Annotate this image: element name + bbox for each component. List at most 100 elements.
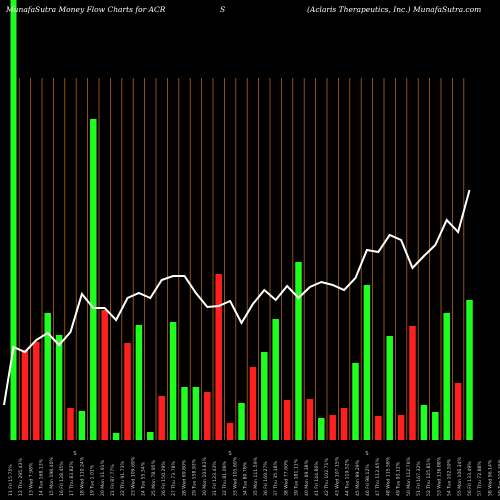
x-tick-label: 32 Thu 81.09% <box>222 460 228 496</box>
bar <box>21 350 29 440</box>
bar <box>55 335 63 440</box>
x-tick-label: 28 Wed 69.80% <box>181 459 187 496</box>
bar <box>192 387 200 440</box>
x-tick-label: 25 Mon 78.95% <box>151 459 157 496</box>
bar <box>44 313 51 440</box>
bar <box>466 300 473 440</box>
x-tick-label: 30 Mon 103.81% <box>202 456 208 496</box>
x-tick-label: 40 Mon 69.38% <box>304 459 310 496</box>
x-tick-label: 29 Tue 158.93% <box>192 458 198 496</box>
session-marker-label: S <box>73 451 76 457</box>
x-tick-label: 58 Wed 96.14% <box>487 459 493 496</box>
x-tick-label: 42 Thu 102.71% <box>324 458 330 496</box>
bar <box>420 405 428 440</box>
x-tick-label: 38 Wed 77.60% <box>283 459 289 496</box>
x-tick-label: 35 Mon 111.59% <box>253 456 259 496</box>
bar <box>204 392 211 440</box>
x-tick-label: 43 Wed 107.15% <box>334 456 340 496</box>
bar <box>352 363 359 440</box>
x-tick-label: 34 Tue 80.78% <box>243 461 249 496</box>
bar <box>295 262 302 440</box>
session-marker-label: S <box>365 451 368 457</box>
x-tick-label: 41 Fri 144.86% <box>314 461 320 496</box>
bar <box>169 322 177 440</box>
bar <box>386 336 393 440</box>
bar <box>363 285 371 440</box>
chart-title-symbol: S <box>220 5 225 14</box>
bar <box>409 326 416 440</box>
bar <box>329 415 336 440</box>
x-tick-label: 24 Tue 55.34% <box>141 461 147 496</box>
bar <box>340 408 348 440</box>
price-line-layer <box>3 189 471 406</box>
x-tick-label: 27 Thu 73.78% <box>171 460 177 496</box>
x-tick-label: 52 Thu 125.81% <box>426 458 432 496</box>
bar <box>135 325 143 440</box>
bar <box>124 343 131 440</box>
bar <box>215 274 222 440</box>
x-tick-label: 46 Fri 98.12% <box>365 464 371 496</box>
x-tick-label: 18 Wed 110.24% <box>79 456 85 496</box>
bar <box>112 433 120 440</box>
x-tick-label: 20 Mon 11.91% <box>100 459 106 496</box>
x-tick-label: 16 Fri 128.45% <box>59 461 65 496</box>
bar <box>158 396 165 440</box>
price-line <box>3 189 471 406</box>
bar <box>67 408 74 440</box>
x-tick-label: 53 Wed 136.88% <box>436 456 442 496</box>
bar <box>78 411 86 440</box>
bar <box>283 400 291 440</box>
x-tick-label: 19 Tue 1.01% <box>90 464 96 496</box>
bar <box>272 319 279 440</box>
x-tick-label: 57 Thu 72.88% <box>477 460 483 496</box>
bar <box>181 387 188 440</box>
x-tick-label: 56 Fri 133.49% <box>467 461 473 496</box>
x-tick-label: 49 Tue 93.12% <box>396 461 402 496</box>
x-tick-label: 22 Thu 91.73% <box>120 460 126 496</box>
x-tick-label: 37 Thu 35.18% <box>273 460 279 496</box>
session-marker-label: S <box>228 451 231 457</box>
chart-title: MunafaSutra Money Flow Charts for ACR <box>5 5 166 14</box>
bar <box>443 313 450 440</box>
x-tick-label: 13 Wed 7.98% <box>28 462 34 496</box>
x-tick-label: 55 Mon 106.34% <box>457 456 463 496</box>
bar <box>10 0 17 440</box>
bar <box>249 367 257 440</box>
x-tick-label: 21 Fri 87.77% <box>110 464 116 496</box>
bar <box>226 423 234 440</box>
chart-title-company: (Aclaris Therapeutics, Inc.) MunafaSutra… <box>307 5 481 14</box>
x-tick-label: 17 Thu 83.82% <box>69 460 75 496</box>
x-tick-label: 11 Fri 15.75% <box>8 464 14 496</box>
bar <box>454 383 462 440</box>
x-tick-label: 12 Thu 295.43% <box>18 458 24 496</box>
x-tick-label: 59 Tue 110.35% <box>498 458 500 496</box>
bar <box>101 310 108 440</box>
x-tick-label: 31 Fri 123.43% <box>212 461 218 496</box>
x-tick-label: 15 Mon 198.40% <box>49 456 55 496</box>
x-tick-label: 36 Fri 169.27% <box>263 461 269 496</box>
bar <box>33 342 40 440</box>
x-tick-label: 51 Fri 167.32% <box>416 461 422 496</box>
x-tick-label: 39 Tue 181.11% <box>294 458 300 496</box>
bar <box>318 418 325 440</box>
grid-lines <box>18 78 465 440</box>
x-tick-label: 14 Tue 168.13% <box>39 458 45 496</box>
x-tick-label: 54 Tue 102.59% <box>447 458 453 496</box>
x-tick-label: 26 Fri 150.29% <box>161 461 167 496</box>
bar <box>238 403 245 440</box>
x-tick-label: 45 Mon 99.29% <box>355 459 361 496</box>
bar <box>261 352 268 440</box>
x-tick-label: 33 Wed 101.60% <box>232 456 238 496</box>
bar <box>375 416 382 440</box>
x-tick-label: 23 Wed 109.69% <box>130 456 136 496</box>
bar <box>90 119 97 440</box>
bar <box>397 415 405 440</box>
bar <box>432 412 439 440</box>
x-tick-label: 48 Wed 115.58% <box>385 456 391 496</box>
bar-series <box>10 0 473 440</box>
x-tick-label: 50 Mon 112.76% <box>406 456 412 496</box>
x-tick-label: 44 Tue 119.52% <box>345 458 351 496</box>
